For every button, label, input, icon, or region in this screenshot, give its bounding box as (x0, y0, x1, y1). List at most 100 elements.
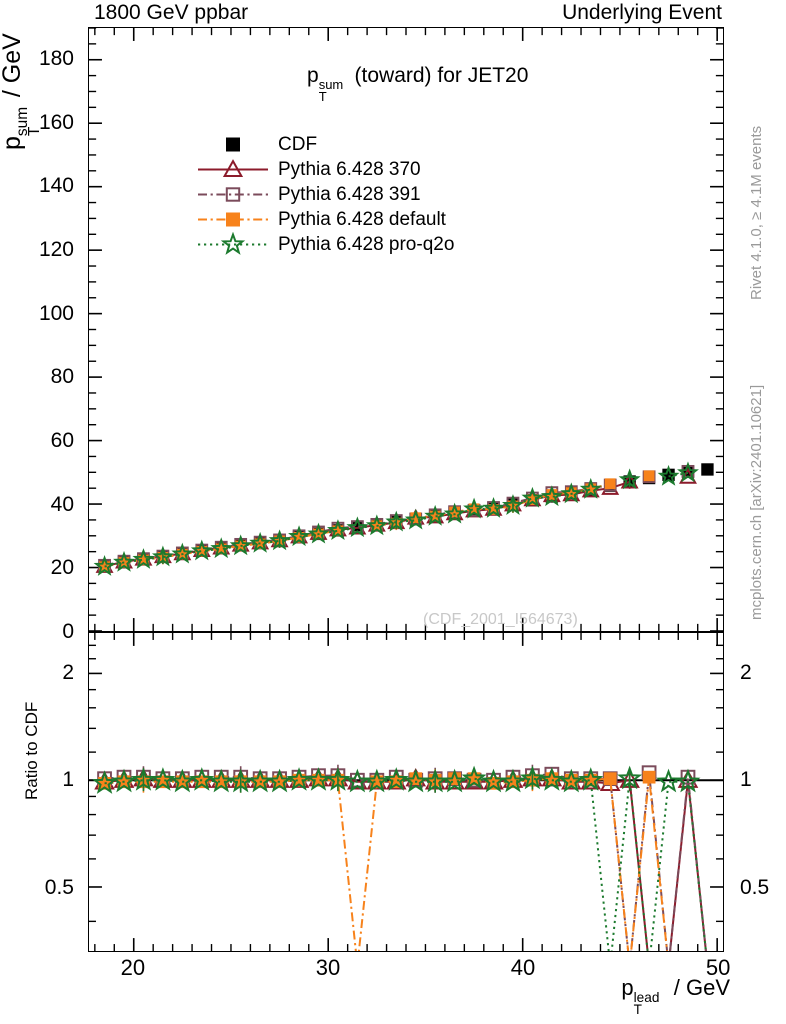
ratio-plot-panel (88, 632, 724, 952)
legend-key-3 (194, 207, 272, 232)
marker-open-star (286, 767, 312, 791)
series-point-4 (113, 550, 135, 572)
marker-open-star (424, 504, 447, 526)
plot-title: p sum T (toward) for JET20 (307, 64, 528, 104)
series-point-3 (604, 478, 616, 490)
y-axis-tick-labels-main: 0 20 40 60 80 100 120 140 160 180 (0, 27, 82, 643)
ratio-line-1 (104, 777, 707, 951)
marker-filled-square (429, 510, 441, 522)
legend-item-1[interactable]: Pythia 6.428 370 (194, 157, 494, 182)
y-tick-ratio-right-0.5: 0.5 (740, 875, 770, 899)
marker-open-star (482, 496, 505, 518)
marker-open-star (539, 767, 565, 791)
series-point-4 (93, 555, 116, 576)
marker-open-star (364, 768, 390, 793)
series-point-3 (468, 503, 480, 515)
header-left-label: 1800 GeV ppbar (94, 1, 249, 24)
marker-open-star (461, 765, 487, 790)
series-point-3 (332, 525, 344, 537)
marker-open-star (288, 525, 311, 547)
marker-filled-square (585, 483, 597, 495)
marker-open-star (500, 768, 526, 793)
ratio-point-3 (603, 772, 617, 786)
series-point-4 (521, 486, 544, 508)
legend-key-0 (194, 132, 272, 157)
ratio-point-4 (286, 767, 312, 791)
y-tick-main-140: 140 (38, 174, 74, 198)
marker-open-star (677, 461, 699, 483)
series-point-4 (229, 534, 252, 556)
series-point-4 (618, 468, 641, 490)
legend-item-2[interactable]: Pythia 6.428 391 (194, 182, 494, 207)
marker-filled-square (701, 463, 714, 476)
ratio-line-3 (104, 777, 669, 951)
series-point-4 (249, 531, 272, 553)
legend-key-glyph-0 (226, 137, 240, 152)
series-point-3 (449, 506, 461, 518)
legend-label-3: Pythia 6.428 default (278, 209, 446, 230)
y-tick-ratio-left-1: 1 (62, 768, 74, 792)
legend-marker-0 (226, 137, 240, 152)
ratio-point-4 (461, 765, 487, 790)
plot-title-base: p (307, 64, 319, 87)
ratio-point-4 (130, 767, 156, 791)
marker-open-star (169, 768, 195, 793)
marker-filled-square (409, 772, 423, 786)
marker-open-star (130, 767, 156, 791)
y-tick-ratio-right-1: 1 (740, 768, 752, 792)
ratio-point-4 (325, 767, 351, 791)
marker-filled-square (527, 494, 538, 505)
ratio-point-4 (539, 767, 565, 791)
legend-item-0[interactable]: CDF (194, 132, 494, 157)
legend-key-glyph-2 (198, 187, 268, 202)
main-plot-canvas (89, 28, 723, 631)
series-point-3 (565, 487, 577, 499)
marker-open-star (346, 516, 369, 538)
series-point-4 (365, 514, 388, 536)
x-axis-label-sub: T (633, 1002, 642, 1017)
series-point-3 (215, 543, 227, 555)
ratio-point-4 (442, 768, 468, 793)
marker-filled-square (156, 775, 170, 789)
ratio-point-3 (156, 775, 170, 789)
marker-open-star (344, 768, 370, 793)
ratio-point-4 (500, 768, 526, 793)
series-line-4 (104, 488, 591, 568)
series-point-3 (138, 554, 149, 566)
legend-item-3[interactable]: Pythia 6.428 default (194, 207, 494, 232)
series-point-4 (326, 519, 349, 541)
series-point-4 (132, 548, 155, 569)
main-plot-panel: p sum T (toward) for JET20 CDF Pythia 6.428… (88, 27, 724, 632)
y-tick-ratio-left-2: 2 (62, 660, 74, 684)
legend-item-4[interactable]: Pythia 6.428 pro-q2o (194, 231, 494, 257)
series-point-3 (99, 561, 110, 572)
legend-marker-4 (220, 231, 246, 255)
series-point-3 (643, 470, 655, 482)
y-tick-main-40: 40 (50, 492, 74, 516)
x-axis-tick-labels: 20 30 40 50 (88, 955, 731, 985)
series-point-3 (546, 489, 558, 500)
marker-open-star (190, 539, 213, 561)
series-point-4 (424, 504, 447, 526)
y-axis-tick-labels-ratio-right: 0.5 1 2 (730, 632, 786, 952)
series-point-3 (429, 510, 441, 522)
marker-filled-square (99, 561, 110, 572)
marker-filled-square (643, 470, 655, 482)
y-tick-main-160: 160 (38, 110, 74, 134)
legend-label-2: Pythia 6.428 391 (278, 184, 421, 205)
y-tick-ratio-right-2: 2 (740, 660, 752, 684)
ratio-point-4 (617, 765, 643, 790)
y-tick-main-100: 100 (38, 301, 74, 325)
marker-open-star (618, 468, 641, 490)
series-point-4 (657, 464, 680, 486)
marker-open-star (443, 502, 466, 524)
marker-open-star (267, 768, 293, 793)
marker-open-star (521, 486, 544, 508)
legend-marker-2 (225, 187, 241, 202)
ratio-point-4 (189, 767, 215, 791)
series-point-4 (501, 494, 524, 515)
marker-filled-square (138, 554, 149, 566)
marker-filled-square (196, 545, 208, 557)
ratio-point-3 (195, 775, 209, 789)
series-point-4 (482, 496, 505, 518)
